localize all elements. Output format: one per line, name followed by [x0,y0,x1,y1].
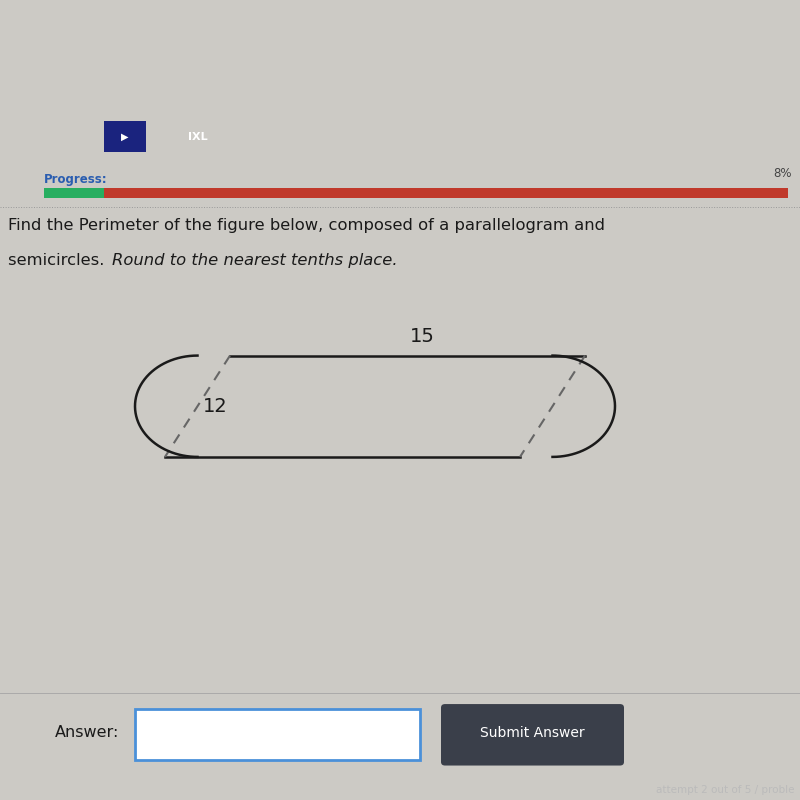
Bar [44,188,103,198]
Text: Progress:: Progress: [44,173,108,186]
Text: Submit Answer: Submit Answer [480,726,585,740]
Bar [44,188,788,198]
FancyBboxPatch shape [441,704,624,766]
Text: semicircles.: semicircles. [8,253,110,268]
Text: Answer:: Answer: [55,726,119,741]
Text: 12: 12 [202,397,227,416]
Text: attempt 2 out of 5 / proble: attempt 2 out of 5 / proble [657,785,795,795]
Text: ▶: ▶ [121,132,129,142]
Text: 15: 15 [410,327,435,346]
Text: Find the Perimeter of the figure below, composed of a parallelogram and: Find the Perimeter of the figure below, … [8,218,605,233]
Text: IXL: IXL [187,132,207,142]
FancyBboxPatch shape [104,122,146,152]
Text: Round to the nearest tenths place.: Round to the nearest tenths place. [112,253,398,268]
Text: 8%: 8% [774,167,792,180]
FancyBboxPatch shape [135,710,420,760]
